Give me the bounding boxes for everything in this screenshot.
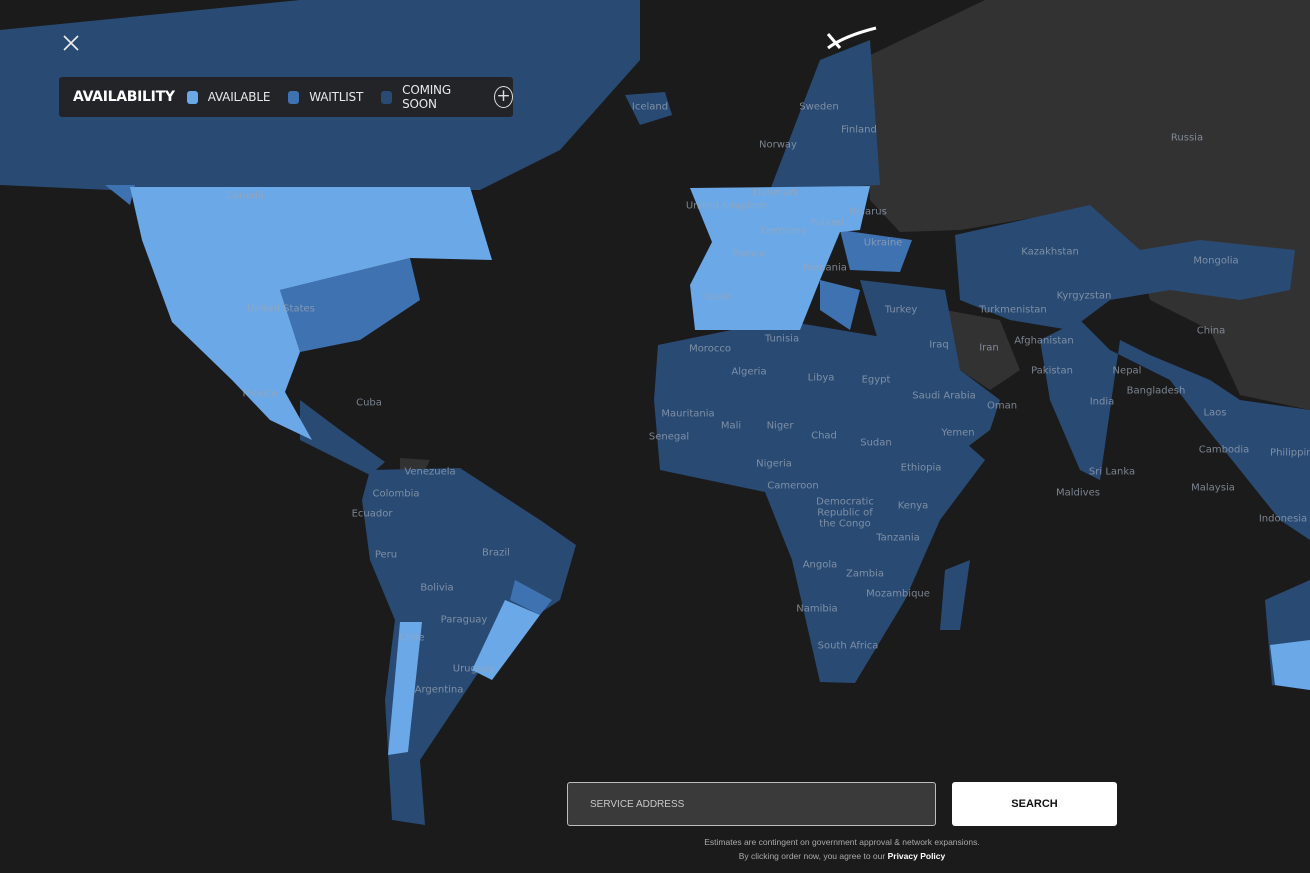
country-label: Mexico — [242, 388, 278, 400]
country-label: Bolivia — [420, 582, 454, 594]
country-label: Romania — [803, 262, 847, 274]
country-label: Saudi Arabia — [912, 390, 976, 402]
starlink-x-logo — [824, 26, 880, 56]
country-label: Uruguay — [452, 663, 496, 675]
country-label: Turkmenistan — [979, 304, 1047, 316]
country-label: France — [732, 248, 766, 260]
disclaimer-line2: By clicking order now, you agree to our … — [567, 851, 1117, 861]
country-label: Morocco — [689, 343, 731, 355]
country-label: Philippines — [1270, 447, 1310, 459]
region-available — [130, 186, 1310, 755]
country-label: Argentina — [414, 684, 464, 696]
country-label: Angola — [802, 559, 838, 571]
country-label: Egypt — [861, 374, 891, 386]
country-label: Afghanistan — [1014, 335, 1074, 347]
country-label: Iran — [979, 342, 999, 354]
country-label: Malaysia — [1191, 482, 1235, 494]
legend-waitlist: WAITLIST — [309, 90, 364, 104]
country-label: Oman — [986, 400, 1018, 412]
country-label: Maldives — [1056, 487, 1100, 499]
legend-title: AVAILABILITY — [73, 89, 175, 105]
service-address-input[interactable] — [567, 782, 936, 826]
plus-circle-icon[interactable]: + — [494, 86, 513, 108]
country-label: Kyrgyzstan — [1056, 290, 1112, 302]
country-label: Iceland — [631, 101, 669, 113]
country-label: Norway — [759, 139, 797, 151]
country-label: Spain — [704, 291, 732, 303]
country-label: Colombia — [372, 488, 420, 500]
country-label: Niger — [766, 420, 794, 432]
country-label: Libya — [807, 372, 835, 384]
country-label: Yemen — [941, 427, 975, 439]
country-label: Sri Lanka — [1088, 466, 1136, 478]
country-label: Tanzania — [876, 532, 920, 544]
country-label: Ecuador — [351, 508, 393, 520]
country-label: Algeria — [731, 366, 767, 378]
country-label: Bangladesh — [1126, 385, 1186, 397]
availability-legend: AVAILABILITY AVAILABLE WAITLIST COMING S… — [59, 77, 513, 117]
country-label: Namibia — [796, 603, 838, 615]
region-waitlist — [105, 185, 912, 615]
close-icon — [63, 35, 79, 51]
country-label: Russia — [1170, 132, 1204, 144]
disclaimer-line1: Estimates are contingent on government a… — [704, 837, 980, 847]
country-label: India — [1089, 396, 1115, 408]
country-label: Senegal — [648, 431, 690, 443]
coming-soon-swatch — [381, 90, 393, 104]
country-label: Kenya — [897, 500, 929, 512]
country-label: Sudan — [860, 437, 892, 449]
country-label: Nigeria — [756, 458, 792, 470]
country-label: Belarus — [849, 206, 887, 218]
country-label: Cuba — [356, 397, 382, 409]
country-label: Sweden — [799, 101, 839, 113]
country-label: Ethiopia — [900, 462, 942, 474]
disclaimer-text: By clicking order now, you agree to our — [738, 851, 888, 861]
country-label: Peru — [374, 549, 398, 561]
country-label: Tunisia — [764, 333, 800, 345]
country-label: Germany — [761, 225, 807, 237]
country-label: Cameroon — [767, 480, 819, 492]
country-label: Nepal — [1112, 365, 1142, 377]
country-label: Pakistan — [1031, 365, 1073, 377]
country-label: Denmark — [753, 187, 799, 199]
privacy-policy-link[interactable]: Privacy Policy — [887, 851, 946, 861]
country-label: Mali — [720, 420, 742, 432]
country-label: United Kingdom — [685, 200, 767, 212]
country-label: Mongolia — [1193, 255, 1239, 267]
country-label: Zambia — [846, 568, 884, 580]
available-swatch — [186, 90, 198, 104]
country-label: Ukraine — [863, 237, 903, 249]
region-coming-soon — [0, 0, 1310, 825]
legend-coming-soon: COMING SOON — [402, 83, 451, 111]
country-label: Democratic Republic of the Congo — [816, 496, 874, 530]
country-label: Kazakhstan — [1021, 246, 1079, 258]
country-label: Laos — [1203, 407, 1227, 419]
country-label: Canada — [225, 190, 265, 202]
country-label: Finland — [841, 124, 877, 136]
country-label: Mauritania — [661, 408, 715, 420]
country-label: Paraguay — [440, 614, 488, 626]
country-label: Cambodia — [1198, 444, 1250, 456]
country-label: Poland — [810, 217, 844, 229]
close-button[interactable] — [60, 32, 82, 54]
country-label: Venezuela — [404, 466, 456, 478]
country-label: Iraq — [929, 339, 949, 351]
waitlist-swatch — [288, 90, 300, 104]
country-label: South Africa — [817, 640, 879, 652]
legend-available: AVAILABLE — [207, 90, 271, 104]
search-button[interactable]: SEARCH — [952, 782, 1117, 826]
country-label: Chad — [811, 430, 837, 442]
country-label: Brazil — [482, 547, 510, 559]
country-label: Turkey — [884, 304, 918, 316]
country-label: Chile — [399, 632, 425, 644]
country-label: Mozambique — [866, 588, 930, 600]
country-label: United States — [247, 303, 315, 315]
country-label: China — [1196, 325, 1226, 337]
country-label: Indonesia — [1258, 513, 1308, 525]
